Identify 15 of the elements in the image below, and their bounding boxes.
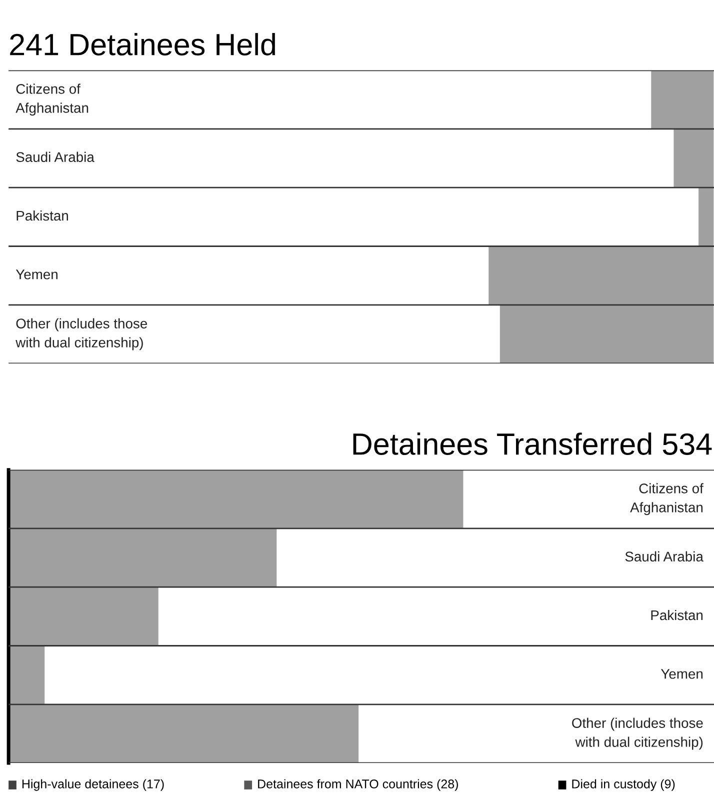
y-tick-label: Other (includes those with dual citizenship) [16, 318, 148, 350]
y-tick-label: Citizens of Afghanistan [630, 483, 704, 516]
text: High-value detainees (17) [22, 779, 164, 791]
text: 241 Detainees Held [10, 33, 275, 56]
y-tick-label: Saudi Arabia [16, 152, 94, 162]
text: Detainees Transferred 534 [353, 432, 712, 455]
y-tick-label: Pakistan [16, 210, 68, 221]
y-tick-label: Pakistan [651, 610, 703, 620]
y-tick-label: Yemen [660, 669, 703, 679]
y-tick-label: Saudi Arabia [625, 551, 704, 562]
y-tick-label: Other (includes those with dual citizenship) [572, 718, 703, 750]
text: Detainees from NATO countries (28) [258, 779, 458, 791]
y-tick-label: Citizens of Afghanistan [16, 84, 88, 116]
text: Died in custody (9) [572, 779, 675, 791]
y-tick-label: Yemen [16, 270, 58, 280]
